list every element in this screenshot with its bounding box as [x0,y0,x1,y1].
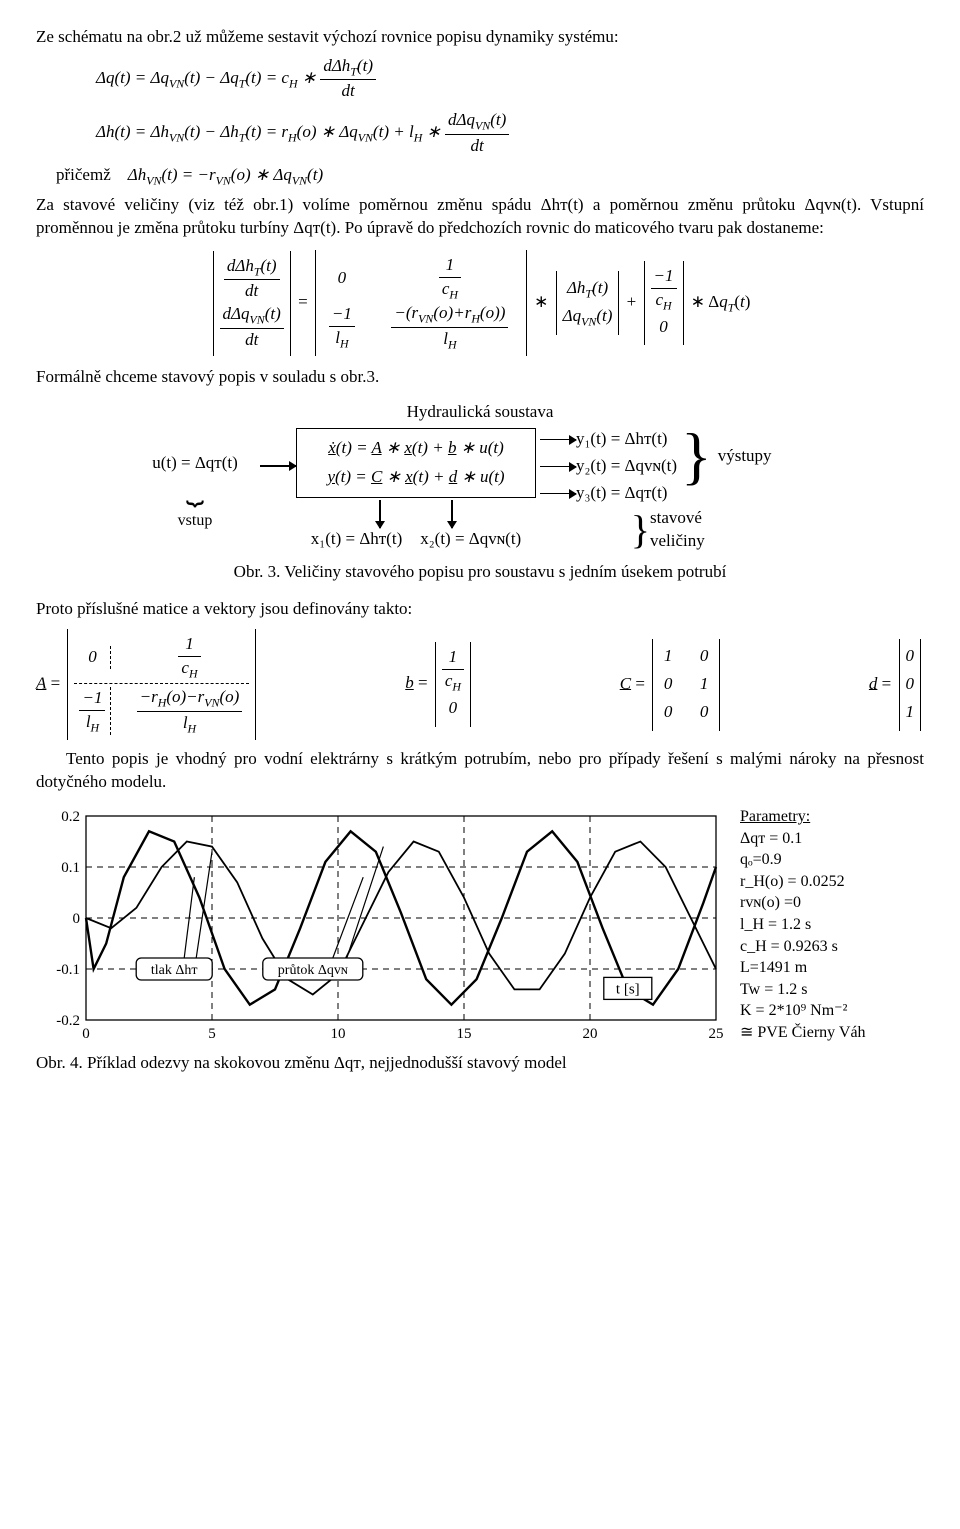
stav-vel-label: stavové veličiny [650,507,710,553]
response-chart-wrap: -0.2 -0.1 0 0.1 0.2 0 5 10 15 20 25 tlak Δhᴛ průtok … [36,806,924,1046]
sys-eq-1: ẋ(t) = A ∗ x(t) + b ∗ u(t) [311,437,521,460]
svg-text:25: 25 [709,1026,724,1042]
param-item: ≅ PVE Čierny Váh [740,1022,866,1044]
param-item: Δqᴛ = 0.1 [740,828,866,850]
svg-text:0: 0 [73,911,81,927]
param-item: l_H = 1.2 s [740,914,866,936]
svg-text:-0.1: -0.1 [56,962,80,978]
svg-text:5: 5 [208,1026,216,1042]
response-chart: -0.2 -0.1 0 0.1 0.2 0 5 10 15 20 25 tlak Δhᴛ průtok … [36,806,726,1046]
param-item: r_H(o) = 0.0252 [740,871,866,893]
paragraph: Formálně chceme stavový popis v souladu … [36,366,924,389]
param-item: qₒ=0.9 [740,849,866,871]
svg-text:t [s]: t [s] [616,981,640,997]
svg-text:0: 0 [82,1026,90,1042]
paragraph: Tento popis je vhodný pro vodní elektrár… [36,748,924,794]
sys-eq-2: y(t) = C ∗ x(t) + d ∗ u(t) [311,466,521,489]
paragraph: Za stavové veličiny (viz též obr.1) volí… [36,194,924,240]
equation: přičemž ΔhVN(t) = −rVN(o) ∗ ΔqVN(t) [56,164,924,188]
arrow-down-icon [374,500,386,528]
equation: Δh(t) = ΔhVN(t) − ΔhT(t) = rH(o) ∗ ΔqVN(… [96,109,924,157]
paragraph: Proto příslušné matice a vektory jsou de… [36,598,924,621]
diagram-title: Hydraulická soustava [130,401,830,424]
arrow-right-icon [540,461,576,473]
param-item: K = 2*10⁹ Nm⁻² [740,1000,866,1022]
param-item: Tw = 1.2 s [740,979,866,1001]
params-title: Parametry: [740,808,810,825]
y3-label: y₃(t) = Δqᴛ(t) [576,482,667,505]
pricemz-label: přičemž [56,165,111,184]
svg-text:tlak Δhᴛ: tlak Δhᴛ [151,963,198,978]
figure-caption: Obr. 3. Veličiny stavového popisu pro so… [36,561,924,584]
brace-icon: } [681,428,712,484]
param-item: rᴠɴ(o) =0 [740,892,866,914]
svg-text:-0.2: -0.2 [56,1013,80,1029]
brace-icon: } [631,513,650,547]
matrices-row: A = 0 1cH −1lH −rH(o)−rVN(o)lH b = 1cH 0… [36,629,924,740]
svg-text:průtok Δqᴠɴ: průtok Δqᴠɴ [278,963,348,978]
param-item: L=1491 m [740,957,866,979]
paragraph: Ze schématu na obr.2 už můžeme sestavit … [36,26,924,49]
arrow-down-icon [446,500,458,528]
arrow-right-icon [540,488,576,500]
svg-text:15: 15 [457,1026,472,1042]
svg-text:20: 20 [583,1026,598,1042]
x2-label: x₂(t) = Δqᴠɴ(t) [420,528,521,551]
param-item: c_H = 0.9263 s [740,936,866,958]
state-matrix-equation: dΔhT(t)dt dΔqVN(t)dt = 0 1cH −1lH −(rVN(… [36,250,924,356]
system-diagram: Hydraulická soustava u(t) = Δqᴛ(t) ⏟ vst… [130,401,830,551]
equation: Δq(t) = ΔqVN(t) − ΔqT(t) = cH ∗ dΔhT(t)d… [96,55,924,103]
figure-caption: Obr. 4. Příklad odezvy na skokovou změnu… [36,1052,924,1075]
params-box: Parametry: Δqᴛ = 0.1 qₒ=0.9 r_H(o) = 0.0… [740,806,866,1044]
x1-label: x₁(t) = Δhᴛ(t) [311,528,402,551]
svg-text:10: 10 [331,1026,346,1042]
y2-label: y₂(t) = Δqᴠɴ(t) [576,455,677,478]
svg-text:0.2: 0.2 [61,809,80,825]
arrow-right-icon [260,460,296,472]
arrow-right-icon [540,434,576,446]
vstup-label: vstup [130,510,260,532]
svg-text:0.1: 0.1 [61,860,80,876]
vystupy-label: výstupy [718,445,772,468]
y1-label: y₁(t) = Δhᴛ(t) [576,428,667,451]
